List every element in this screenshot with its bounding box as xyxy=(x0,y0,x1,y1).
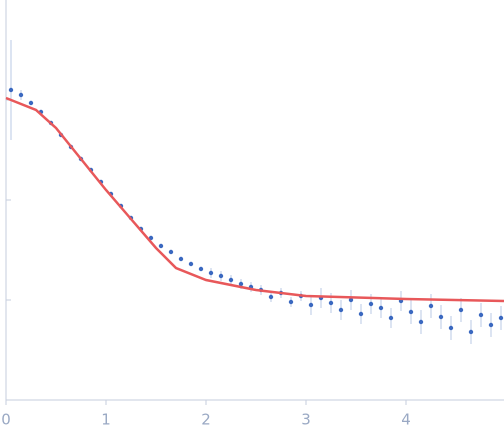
data-point xyxy=(348,297,354,303)
data-point xyxy=(228,277,234,283)
data-point xyxy=(458,307,464,313)
data-point xyxy=(168,249,174,255)
data-point xyxy=(478,312,484,318)
data-point xyxy=(238,281,244,287)
data-point xyxy=(358,311,364,317)
data-point xyxy=(378,305,384,311)
data-point xyxy=(268,294,274,300)
data-point xyxy=(388,315,394,321)
fit-line xyxy=(5,96,504,303)
data-point xyxy=(308,302,314,308)
data-point xyxy=(408,309,414,315)
x-tick-label: 3 xyxy=(301,411,311,429)
data-point xyxy=(288,299,294,305)
data-point xyxy=(218,273,224,279)
data-point xyxy=(8,87,14,93)
data-point xyxy=(438,314,444,320)
data-point xyxy=(328,300,334,306)
data-point xyxy=(158,243,164,249)
data-point xyxy=(468,329,474,335)
x-tick-label: 1 xyxy=(101,411,111,429)
data-point xyxy=(428,303,434,309)
data-point xyxy=(28,100,34,106)
data-point xyxy=(178,256,184,262)
data-point xyxy=(488,322,494,328)
x-tick-label: 2 xyxy=(201,411,211,429)
data-point xyxy=(198,266,204,272)
data-point xyxy=(448,325,454,331)
data-point xyxy=(338,307,344,313)
data-point xyxy=(18,92,24,98)
x-tick-label: 0 xyxy=(1,411,11,429)
x-tick-label: 4 xyxy=(401,411,411,429)
data-point xyxy=(498,315,504,321)
data-point xyxy=(208,270,214,276)
data-point xyxy=(368,301,374,307)
data-point xyxy=(418,319,424,325)
data-point xyxy=(188,261,194,267)
